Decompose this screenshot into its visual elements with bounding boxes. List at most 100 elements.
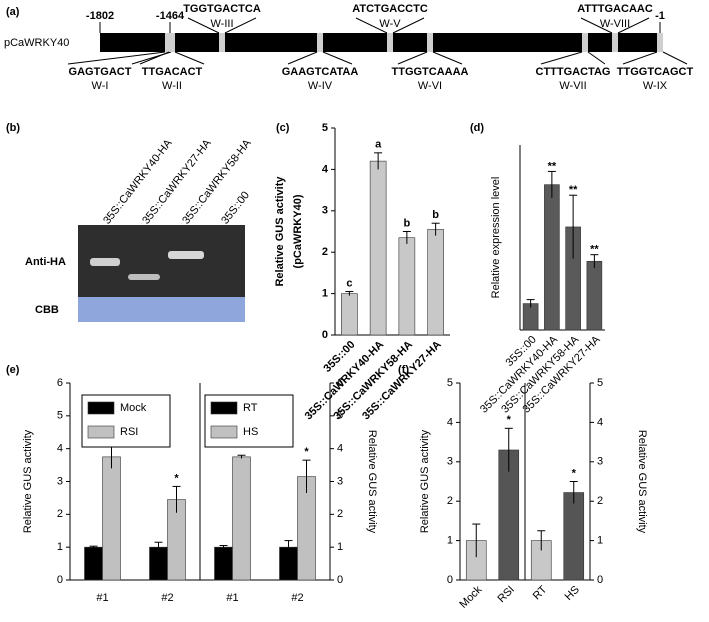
callout: [139, 51, 170, 65]
row-label: CBB: [35, 304, 59, 316]
bar: [232, 456, 251, 581]
element-seq: ATCTGACCTC: [352, 3, 428, 15]
x-tick-label: Mock: [457, 583, 484, 610]
promoter-bar: [100, 33, 660, 52]
y-tick-label: 2: [447, 495, 453, 507]
y-tick-label: 5: [57, 410, 63, 422]
position-label: -1464: [156, 10, 185, 22]
bar: [341, 293, 358, 336]
y-axis-label: (pCaWRKY40): [292, 194, 304, 268]
y2-tick-label: 5: [597, 377, 603, 389]
element-mark: [317, 33, 323, 52]
y-tick-label: 2: [57, 508, 63, 520]
annotation: *: [174, 472, 179, 484]
y-axis-label: Relative expression level: [490, 177, 502, 299]
y-tick-label: 0: [322, 329, 328, 341]
y-tick-label: 3: [57, 475, 63, 487]
element-mark: [427, 33, 433, 52]
bar: [398, 237, 416, 336]
panel-label: (c): [276, 122, 290, 134]
y-tick-label: 1: [447, 535, 453, 547]
annotation: a: [375, 139, 382, 151]
panel-label: (b): [6, 122, 20, 134]
legend-swatch: [210, 401, 238, 415]
lane-label: 35S::00: [219, 189, 252, 226]
x-tick-label: HS: [563, 584, 582, 603]
y2-tick-label: 3: [597, 456, 603, 468]
y2-axis-label: Relative GUS activity: [366, 430, 378, 534]
y-tick-label: 0: [447, 574, 453, 586]
legend-swatch: [87, 425, 115, 439]
element-label: W-IX: [643, 80, 668, 92]
annotation: *: [572, 467, 577, 479]
callout: [580, 17, 613, 34]
y-tick-label: 4: [322, 163, 329, 175]
element-seq: GAGTGACT: [69, 66, 132, 78]
annotation: **: [548, 160, 557, 172]
legend-swatch: [210, 425, 238, 439]
element-seq: TTGGTCAGCT: [617, 66, 694, 78]
bar: [84, 546, 103, 581]
x-tick-label: #2: [291, 592, 303, 604]
y-tick-label: 6: [57, 377, 63, 389]
callout: [622, 51, 658, 65]
element-label: W-III: [210, 18, 233, 30]
y2-tick-label: 1: [597, 535, 603, 547]
y2-tick-label: 5: [337, 410, 343, 422]
callout: [540, 51, 583, 65]
element-label: W-II: [162, 80, 182, 92]
element-label: W-I: [92, 80, 109, 92]
y-tick-label: 4: [57, 443, 63, 455]
y2-tick-label: 6: [337, 377, 343, 389]
y-tick-label: 1: [57, 541, 63, 553]
position-label: -1802: [86, 10, 114, 22]
bar: [427, 229, 444, 336]
panel-label: (f): [398, 364, 409, 376]
annotation: *: [304, 446, 309, 458]
lane-label: 35S::CaWRKY27-HA: [140, 137, 214, 227]
element-label: W-IV: [308, 80, 333, 92]
gel-band: [90, 258, 120, 266]
panel-label: (a): [6, 6, 20, 18]
y-tick-label: 2: [322, 246, 328, 258]
y-axis-label: Relative GUS activity: [274, 176, 286, 287]
callout: [355, 17, 388, 34]
position-label: -1: [655, 10, 665, 22]
y-tick-label: 3: [322, 205, 328, 217]
bar: [586, 260, 603, 331]
bar: [369, 160, 387, 336]
callout: [187, 17, 220, 34]
x-tick-label: RSI: [495, 584, 516, 605]
y-tick-label: 0: [57, 574, 63, 586]
row-label: Anti-HA: [25, 256, 66, 268]
y-axis-label: Relative GUS activity: [419, 429, 431, 533]
y2-axis-label: Relative GUS activity: [636, 430, 648, 534]
gel-band: [128, 274, 160, 280]
element-label: W-VI: [418, 80, 442, 92]
element-seq: CTTTGACTAG: [536, 66, 611, 78]
y-tick-label: 4: [447, 416, 453, 428]
annotation: c: [346, 277, 352, 289]
element-seq: TTGACACT: [142, 66, 203, 78]
y2-tick-label: 2: [337, 508, 343, 520]
element-seq: TGGTGACTCA: [183, 3, 261, 15]
element-mark: [169, 33, 175, 52]
callout: [397, 51, 428, 65]
element-mark: [582, 33, 588, 52]
promoter-name: pCaWRKY40: [4, 37, 69, 49]
lane-label: 35S::CaWRKY40-HA: [101, 137, 175, 227]
callout: [322, 51, 353, 65]
bar: [102, 456, 121, 581]
element-mark: [612, 33, 618, 52]
panel-label: (e): [6, 364, 20, 376]
element-mark: [165, 33, 171, 52]
y2-tick-label: 4: [337, 443, 343, 455]
annotation: b: [404, 217, 411, 229]
x-tick-label: #2: [161, 592, 173, 604]
element-mark: [387, 33, 393, 52]
x-tick-label: #1: [96, 592, 108, 604]
callout: [224, 17, 257, 34]
y2-tick-label: 3: [337, 475, 343, 487]
element-seq: TTGGTCAAAA: [392, 66, 469, 78]
